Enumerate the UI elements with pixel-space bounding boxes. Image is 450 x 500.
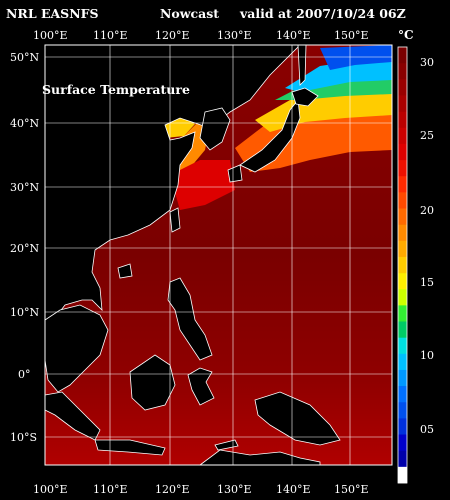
lat-label-10n: 10°N: [10, 306, 40, 319]
land-indochina: [44, 304, 109, 393]
land-sulawesi: [187, 367, 215, 406]
graticule: [45, 45, 392, 465]
colorbar-tick-10: 10: [420, 349, 434, 362]
lon-label-bottom-140e: 140°E: [276, 483, 311, 496]
land: [44, 44, 341, 466]
land-philippines: [167, 277, 213, 361]
colorbar-swatch: [398, 240, 407, 258]
colorbar-swatch: [398, 79, 407, 96]
lon-label-bottom-120e: 120°E: [155, 483, 190, 496]
map-frame: [44, 44, 393, 466]
valid-time: valid at 2007/10/24 06Z: [240, 6, 406, 21]
lat-label-0: 0°: [18, 368, 31, 381]
colorbar-tick-05: 05: [420, 423, 434, 436]
colorbar: [397, 46, 408, 484]
lon-label-top-130e: 130°E: [217, 29, 252, 42]
colorbar-swatch: [398, 369, 407, 387]
lon-label-top-120e: 120°E: [155, 29, 190, 42]
land-hainan: [117, 263, 133, 279]
colorbar-swatch: [398, 450, 407, 468]
colorbar-swatch: [398, 176, 407, 193]
land-honshu: [239, 98, 301, 173]
model-title: NRL EASNFS: [6, 6, 99, 21]
colorbar-swatch: [398, 402, 407, 419]
lat-label-30n: 30°N: [10, 181, 40, 194]
colorbar-swatch: [398, 337, 407, 355]
colorbar-swatch: [398, 466, 407, 484]
colorbar-swatch: [398, 418, 407, 435]
colorbar-swatch: [398, 256, 407, 274]
lat-label-50n: 50°N: [10, 51, 40, 64]
colorbar-swatch: [398, 305, 407, 322]
colorbar-frame: [397, 46, 408, 484]
colorbar-swatch: [398, 47, 407, 64]
lon-label-top-110e: 110°E: [93, 29, 128, 42]
colorbar-swatch: [398, 224, 407, 242]
colorbar-swatch: [398, 386, 407, 403]
land-new-guinea: [254, 391, 341, 446]
land-kyushu: [227, 164, 243, 183]
colorbar-unit: °C: [398, 28, 414, 42]
lon-label-top-150e: 150°E: [334, 29, 369, 42]
colorbar-tick-25: 25: [420, 129, 434, 142]
lon-label-bottom-130e: 130°E: [217, 483, 252, 496]
land-timor: [214, 439, 239, 451]
colorbar-swatch: [398, 353, 407, 371]
land-taiwan: [169, 207, 181, 233]
sst-band-cyan: [285, 58, 392, 92]
land-java: [94, 439, 166, 456]
colorbar-tick-30: 30: [420, 56, 434, 69]
lon-label-top-100e: 100°E: [33, 29, 68, 42]
colorbar-swatch: [398, 434, 407, 452]
colorbar-tick-20: 20: [420, 204, 434, 217]
lon-label-top-140e: 140°E: [276, 29, 311, 42]
colorbar-swatch: [398, 127, 407, 145]
lon-label-bottom-110e: 110°E: [93, 483, 128, 496]
colorbar-swatch: [398, 321, 407, 338]
colorbar-swatch: [398, 95, 407, 112]
product-title: Nowcast: [160, 6, 220, 21]
colorbar-swatch: [398, 160, 407, 177]
sst-band-blue: [320, 45, 392, 70]
colorbar-swatch: [398, 192, 407, 209]
colorbar-swatch: [398, 208, 407, 225]
lat-label-40n: 40°N: [10, 117, 40, 130]
colorbar-swatch: [398, 289, 407, 306]
field-title: Surface Temperature: [42, 82, 190, 97]
sst-east-china-sea: [170, 160, 235, 210]
land-hokkaido: [291, 87, 319, 107]
lon-label-bottom-150e: 150°E: [334, 483, 369, 496]
lat-label-10s: 10°S: [10, 431, 38, 444]
colorbar-swatch: [398, 273, 407, 290]
lat-label-20n: 20°N: [10, 242, 40, 255]
lon-label-bottom-100e: 100°E: [33, 483, 68, 496]
land-korea: [199, 107, 231, 151]
colorbar-swatch: [398, 63, 407, 80]
colorbar-tick-15: 15: [420, 276, 434, 289]
colorbar-swatch: [398, 143, 407, 161]
colorbar-swatch: [398, 111, 407, 129]
